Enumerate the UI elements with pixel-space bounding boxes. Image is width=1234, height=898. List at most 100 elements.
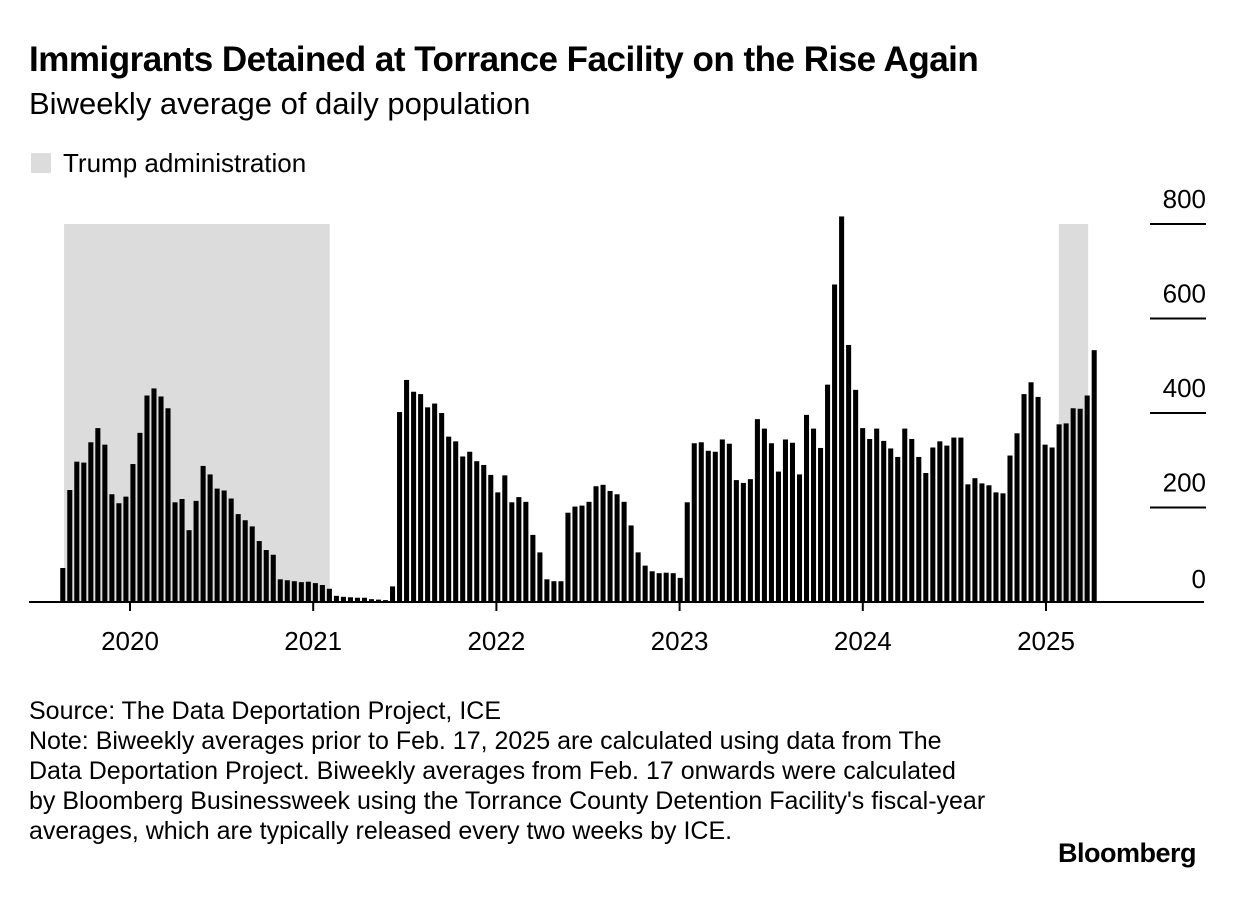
x-tick-label-2024: 2024 — [834, 626, 892, 656]
y-tick-label-400: 400 — [1163, 373, 1206, 403]
bar-65 — [509, 502, 515, 602]
bar-70 — [544, 579, 550, 602]
bar-97 — [733, 480, 739, 602]
bar-64 — [502, 475, 508, 602]
note-text: Note: Biweekly averages prior to Feb. 17… — [29, 727, 986, 845]
bar-131 — [972, 478, 978, 602]
bar-78 — [600, 484, 606, 602]
bar-69 — [537, 552, 543, 602]
bar-20 — [193, 500, 199, 602]
bar-29 — [256, 541, 262, 602]
bar-128 — [951, 437, 957, 602]
bar-21 — [200, 465, 206, 602]
bar-107 — [803, 414, 810, 602]
bar-40 — [333, 595, 339, 602]
bar-50 — [404, 379, 410, 602]
bar-141 — [1042, 444, 1048, 602]
bar-121 — [902, 428, 908, 602]
bar-68 — [530, 534, 536, 602]
bar-93 — [705, 450, 711, 602]
bar-88 — [670, 573, 676, 602]
bar-30 — [263, 550, 269, 602]
bar-58 — [460, 456, 466, 602]
bar-102 — [768, 443, 774, 602]
bar-100 — [754, 419, 760, 602]
bar-119 — [888, 448, 894, 602]
bar-31 — [270, 554, 276, 602]
bar-79 — [607, 490, 613, 602]
bar-76 — [586, 501, 592, 602]
bar-11 — [130, 464, 136, 602]
bar-38 — [319, 584, 325, 602]
bar-130 — [965, 484, 971, 602]
bar-143 — [1056, 424, 1062, 602]
bar-115 — [860, 428, 866, 602]
x-tick-label-2025: 2025 — [1017, 626, 1075, 656]
bar-45 — [368, 599, 375, 602]
x-axis: 2020 2021 2022 2023 2024 2025 — [29, 601, 1204, 656]
legend-label-trump: Trump administration — [63, 148, 307, 178]
bar-22 — [207, 474, 213, 602]
bar-81 — [621, 501, 627, 602]
bar-26 — [235, 514, 241, 602]
bar-41 — [340, 596, 346, 602]
bar-55 — [439, 413, 445, 602]
bar-25 — [228, 498, 234, 602]
bar-series — [60, 216, 1097, 602]
bar-112 — [839, 216, 845, 602]
bar-66 — [516, 497, 522, 602]
bar-124 — [923, 473, 929, 602]
bar-33 — [284, 580, 290, 602]
bar-101 — [761, 428, 767, 602]
bar-135 — [1000, 493, 1006, 602]
bar-24 — [221, 490, 227, 602]
bar-129 — [958, 437, 964, 602]
bar-13 — [144, 395, 150, 602]
bar-44 — [361, 597, 368, 602]
bar-27 — [242, 520, 248, 602]
bar-4 — [81, 462, 87, 602]
bar-49 — [397, 412, 403, 602]
bar-46 — [375, 599, 382, 602]
bar-80 — [614, 494, 620, 602]
bar-148 — [1091, 350, 1097, 602]
bar-71 — [551, 581, 557, 602]
bar-113 — [846, 344, 852, 602]
bar-111 — [832, 284, 838, 602]
bar-89 — [677, 577, 683, 602]
bar-63 — [495, 492, 501, 602]
chart-subtitle: Biweekly average of daily population — [29, 86, 531, 121]
x-tick-label-2020: 2020 — [101, 626, 159, 656]
bar-2 — [67, 490, 73, 602]
bar-51 — [411, 391, 417, 602]
bar-37 — [312, 583, 318, 602]
y-tick-label-800: 800 — [1163, 184, 1206, 214]
bar-105 — [789, 442, 796, 602]
bar-123 — [916, 456, 922, 602]
bar-116 — [867, 438, 873, 602]
bar-83 — [635, 552, 641, 602]
bar-chart: 0 200 400 600 800 2020 2021 2022 2023 2024 2025 — [29, 184, 1206, 656]
bar-5 — [88, 442, 94, 602]
bar-56 — [446, 436, 452, 602]
bar-43 — [354, 597, 360, 602]
bar-23 — [214, 488, 220, 602]
bar-86 — [656, 573, 662, 602]
bar-90 — [684, 502, 690, 602]
bar-108 — [811, 428, 817, 602]
bar-12 — [137, 432, 143, 602]
bar-85 — [649, 571, 655, 602]
bar-92 — [698, 442, 704, 602]
bar-15 — [158, 396, 164, 602]
bar-14 — [151, 388, 157, 602]
bar-134 — [993, 492, 999, 602]
bar-142 — [1049, 447, 1055, 602]
bar-132 — [979, 483, 985, 602]
bar-42 — [347, 597, 353, 602]
bar-72 — [558, 581, 564, 602]
bar-67 — [523, 501, 529, 602]
bar-1 — [60, 567, 66, 602]
bar-136 — [1007, 455, 1013, 602]
bar-106 — [796, 474, 803, 602]
bar-95 — [719, 439, 725, 602]
